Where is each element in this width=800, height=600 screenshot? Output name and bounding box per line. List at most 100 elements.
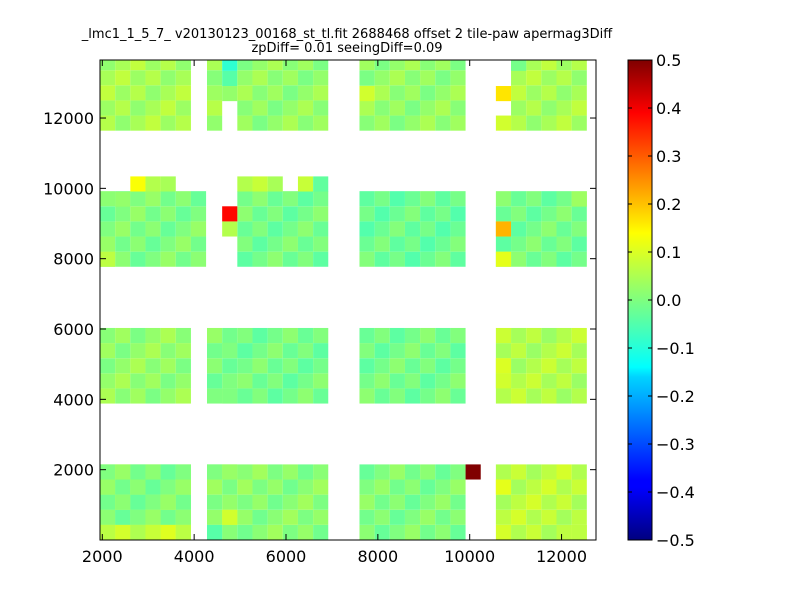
heatmap-cell [267,70,283,86]
heatmap-cell [435,60,451,71]
heatmap-cell [450,115,466,131]
heatmap-cell [571,191,587,207]
heatmap-cell [267,509,283,525]
heatmap-cell [511,494,527,510]
heatmap-cell [237,464,253,480]
heatmap-cell [237,60,253,71]
heatmap-cell [115,343,131,359]
heatmap-cell [145,524,161,540]
heatmap-cell [435,327,451,344]
colorbar-tick-label: 0.3 [656,147,681,166]
heatmap-cell [130,236,146,252]
heatmap-cell [420,479,436,495]
heatmap-cell [571,251,587,267]
heatmap-cell [389,509,405,525]
heatmap-cell [160,251,176,267]
heatmap-cell [100,206,116,222]
heatmap-cell [571,100,587,116]
heatmap-cell [511,373,527,389]
heatmap-cell [420,509,436,525]
heatmap-cell [495,115,512,131]
heatmap-cell [237,100,253,116]
heatmap-cell [267,100,283,116]
heatmap-cell [450,388,466,404]
heatmap-cell [115,221,131,237]
heatmap-cell [511,464,527,480]
heatmap-cell [175,327,191,344]
heatmap-cell [282,191,298,207]
heatmap-cell [389,358,405,374]
heatmap-cell [282,358,298,374]
heatmap-cell [160,100,176,116]
heatmap-cell [267,479,283,495]
heatmap-cell [115,191,131,207]
heatmap-cell [130,221,146,237]
heatmap-cell [526,358,542,374]
heatmap-cell [115,206,131,222]
heatmap-cell [252,176,268,192]
heatmap-cell [160,479,176,495]
heatmap-cell [495,373,512,389]
heatmap-cell [374,60,390,71]
heatmap-cell [145,221,161,237]
heatmap-cell [389,85,405,101]
heatmap-cell [359,115,375,131]
heatmap-cell [556,60,572,71]
heatmap-cell [374,70,390,86]
heatmap-cell [175,206,191,222]
heatmap-cell [420,494,436,510]
heatmap-cell [556,388,572,404]
heatmap-cell [100,251,116,267]
heatmap-cell [237,115,253,131]
heatmap-cell [252,494,268,510]
heatmap-cell [435,115,451,131]
chart-subtitle: zpDiff= 0.01 seeingDiff=0.09 [251,41,442,56]
heatmap-cell [267,60,283,71]
heatmap-cell [571,236,587,252]
heatmap-cell [282,251,298,267]
heatmap-cell [420,373,436,389]
heatmap-cell [359,343,375,359]
heatmap-cell [297,236,314,252]
heatmap-cell [495,509,512,525]
heatmap-cell [130,176,146,192]
heatmap-cell [160,327,176,344]
heatmap-cell [389,115,405,131]
heatmap-cell [115,524,131,540]
heatmap-cell [556,479,572,495]
heatmap-cell [100,100,116,116]
heatmap-cell [222,86,238,102]
heatmap-cell [450,85,466,101]
heatmap-cell [556,464,572,480]
heatmap-cell [556,524,572,540]
heatmap-cell [389,524,405,540]
heatmap-cell [222,358,238,374]
heatmap-cell [541,494,557,510]
heatmap-cell [130,388,146,404]
heatmap-cell [404,191,421,207]
heatmap-cell [130,479,146,495]
heatmap-cell [237,524,253,540]
heatmap-cell [297,509,314,525]
heatmap-cell [252,524,268,540]
heatmap-cell [207,509,223,525]
heatmap-cell [495,343,512,359]
heatmap-cell [526,479,542,495]
heatmap-cell [145,191,161,207]
heatmap-cell [374,479,390,495]
heatmap-cell [252,251,268,267]
heatmap-cell [571,464,587,480]
heatmap-cell [145,479,161,495]
heatmap-cell [420,115,436,131]
heatmap-cell [222,60,238,71]
heatmap-cell [252,343,268,359]
colorbar-tick-label: −0.3 [656,435,695,454]
heatmap-cell [207,85,223,101]
heatmap-cell [145,358,161,374]
heatmap-cell [130,60,146,71]
heatmap-cell [267,373,283,389]
heatmap-cell [450,191,466,207]
heatmap-cell [556,191,572,207]
heatmap-cell [404,60,421,71]
heatmap-cell [267,343,283,359]
